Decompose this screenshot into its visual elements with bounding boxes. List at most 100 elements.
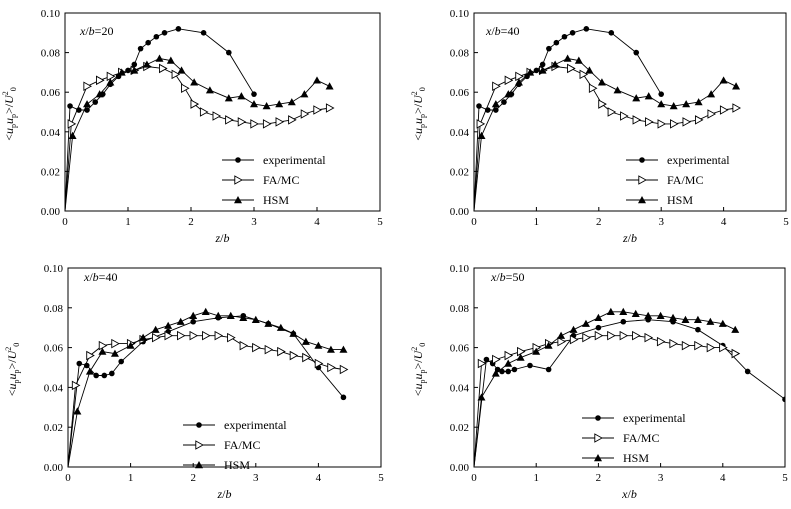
x-axis-label: z/b: [622, 231, 637, 245]
y-tick-label: 0.02: [41, 166, 60, 178]
data-point-triangle-right: [314, 358, 324, 369]
data-point-circle: [153, 33, 160, 40]
data-point-triangle-right: [327, 362, 336, 373]
data-point-triangle-up: [251, 315, 260, 323]
data-point-triangle-right: [177, 330, 186, 341]
data-point-triangle-right: [569, 334, 579, 345]
data-point-triangle-up: [314, 341, 323, 349]
x-tick-label: 2: [596, 216, 602, 228]
legend-marker: [195, 461, 203, 469]
plot-frame: [67, 267, 382, 468]
data-point-triangle-right: [158, 63, 168, 74]
chart-panel-2: 0 1 2 3 4 5 0.00 0.02 0.04 0.06 0.08 0.10 z/b <upup>/…: [410, 8, 789, 245]
data-point-triangle-right: [731, 348, 741, 359]
legend-marker: [235, 157, 241, 163]
data-point-triangle-right: [515, 71, 524, 82]
data-point-circle: [101, 372, 108, 379]
legend-marker: [594, 454, 602, 462]
panel-annotation: x/b=50: [490, 270, 524, 284]
data-point-circle: [84, 107, 90, 113]
data-point-triangle-right: [719, 105, 729, 115]
series-line-triangle-up: [474, 311, 736, 467]
data-point-triangle-right: [300, 109, 310, 119]
legend-label: FA/MC: [667, 173, 703, 187]
data-point-triangle-right: [681, 340, 691, 351]
data-point-triangle-up: [594, 313, 603, 321]
x-axis-label: x/b: [621, 487, 637, 501]
data-point-triangle-up: [581, 319, 590, 327]
plot-frame: [64, 12, 381, 212]
data-point-triangle-up: [98, 347, 107, 355]
data-point-circle: [200, 30, 207, 36]
x-tick-label: 2: [596, 472, 602, 484]
data-point-triangle-up: [719, 76, 728, 84]
data-point-circle: [145, 39, 151, 46]
y-tick-label: 0.02: [450, 166, 469, 178]
data-point-triangle-right: [239, 340, 249, 351]
data-point-triangle-up: [289, 329, 298, 337]
series-line-triangle-right: [68, 335, 344, 467]
x-tick-label: 5: [782, 472, 788, 484]
data-point-circle: [505, 368, 512, 375]
legend-marker: [639, 157, 645, 163]
data-point-triangle-up: [164, 321, 173, 329]
plot-frame: [473, 12, 787, 212]
x-axis-label: z/b: [216, 487, 231, 501]
data-point-triangle-up: [694, 98, 703, 106]
chart-panel-3: 0 1 2 3 4 5 0.00 0.02 0.04 0.06 0.08 0.10 z/b <upup>/…: [4, 263, 384, 501]
data-point-triangle-up: [613, 86, 622, 94]
data-point-triangle-up: [339, 345, 348, 353]
data-point-circle: [782, 396, 785, 403]
data-point-triangle-right: [181, 83, 190, 94]
x-tick-label: 1: [125, 216, 131, 228]
y-tick-label: 0.08: [450, 303, 470, 315]
data-point-triangle-up: [538, 66, 547, 74]
data-point-triangle-up: [569, 325, 578, 333]
data-point-triangle-up: [177, 66, 186, 74]
series-line-triangle-up: [65, 58, 330, 211]
data-point-circle: [493, 107, 499, 113]
legend-label: HSM: [667, 193, 693, 207]
y-tick-label: 0.08: [450, 48, 470, 60]
data-point-circle: [501, 99, 507, 105]
data-point-triangle-right: [262, 119, 272, 129]
data-point-triangle-right: [620, 111, 629, 121]
chart-panel-4: 0 1 2 3 4 5 0.00 0.02 0.04 0.06 0.08 0.10 x/b <upup>/…: [410, 263, 788, 501]
data-point-triangle-right: [171, 69, 181, 80]
x-tick-label: 2: [190, 472, 196, 484]
data-point-triangle-right: [313, 105, 322, 115]
data-point-triangle-right: [476, 119, 486, 129]
data-point-triangle-right: [557, 336, 567, 347]
data-point-triangle-up: [516, 353, 525, 361]
legend-label: HSM: [224, 458, 250, 472]
data-point-triangle-right: [598, 99, 607, 109]
data-point-triangle-up: [301, 337, 310, 345]
y-tick-label: 0.04: [44, 382, 64, 394]
data-point-circle: [118, 358, 125, 365]
data-point-circle: [92, 99, 99, 105]
data-point-triangle-up: [214, 311, 223, 319]
y-axis-label: <upup>/U20: [1, 87, 18, 141]
data-point-circle: [175, 26, 182, 32]
data-point-triangle-right: [250, 119, 259, 129]
data-point-triangle-right: [694, 340, 703, 351]
legend-marker: [594, 433, 603, 443]
data-point-triangle-right: [607, 107, 617, 117]
data-point-triangle-up: [619, 307, 628, 315]
data-point-circle: [620, 318, 627, 325]
data-point-circle: [583, 26, 590, 32]
data-point-circle: [539, 61, 546, 68]
x-tick-label: 0: [65, 472, 71, 484]
data-point-triangle-up: [682, 100, 691, 108]
data-point-triangle-right: [289, 350, 299, 361]
data-point-triangle-right: [111, 338, 120, 349]
data-point-triangle-up: [85, 367, 94, 375]
data-point-triangle-up: [68, 131, 77, 139]
data-point-triangle-right: [164, 330, 174, 341]
x-tick-label: 2: [188, 216, 194, 228]
series-line-triangle-right: [474, 335, 736, 467]
data-point-triangle-right: [288, 115, 297, 125]
data-point-triangle-up: [106, 78, 115, 86]
data-point-triangle-right: [277, 346, 286, 357]
data-point-triangle-up: [176, 317, 185, 325]
